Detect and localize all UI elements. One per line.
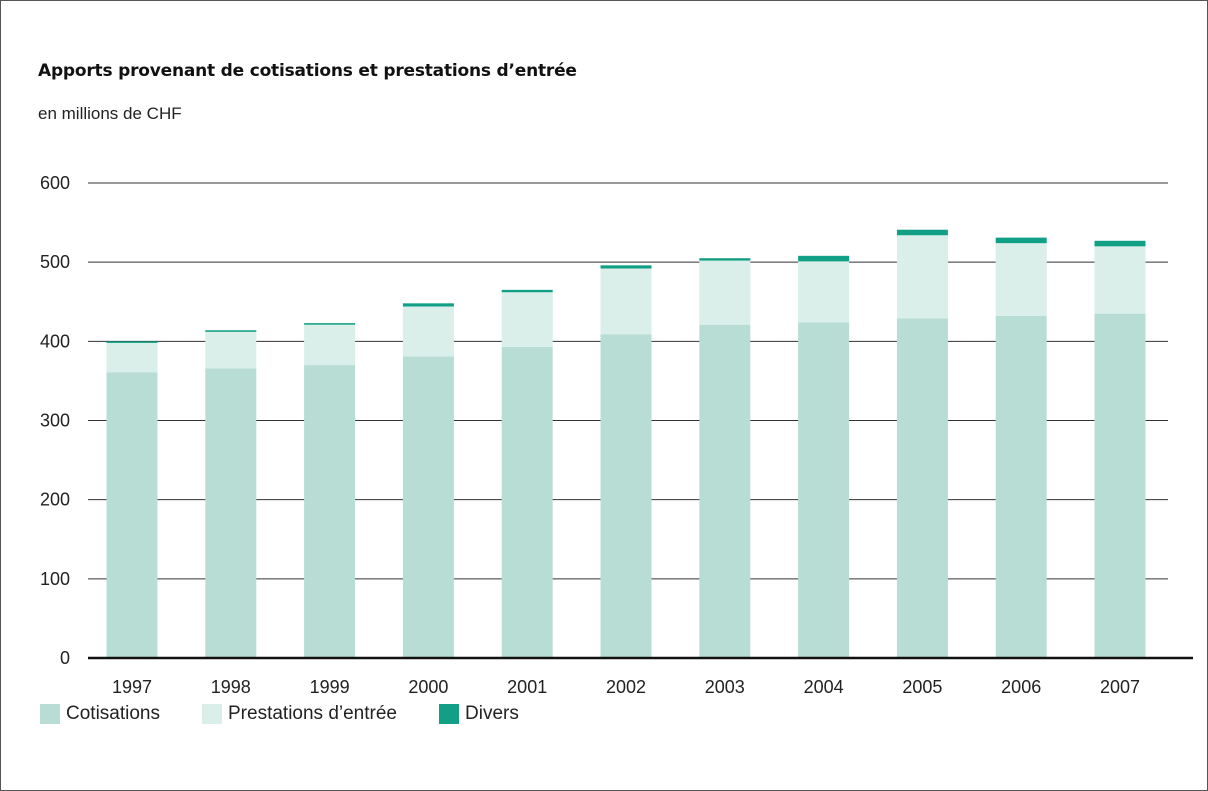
x-tick-label: 2006 bbox=[1001, 677, 1041, 697]
bar-divers-2003 bbox=[699, 258, 751, 261]
bar-divers-1997 bbox=[106, 341, 158, 343]
bar-divers-2004 bbox=[798, 255, 850, 262]
y-tick-label: 500 bbox=[40, 252, 70, 272]
bar-cotisations-2007 bbox=[1094, 313, 1146, 658]
bar-divers-2002 bbox=[600, 265, 652, 269]
y-tick-label: 300 bbox=[40, 411, 70, 431]
bar-prestations-2007 bbox=[1094, 246, 1146, 314]
chart-title: Apports provenant de cotisations et pres… bbox=[38, 61, 577, 81]
x-tick-label: 2001 bbox=[507, 677, 547, 697]
legend-item-cotisations: Cotisations bbox=[40, 703, 160, 725]
y-tick-label: 0 bbox=[60, 648, 70, 668]
bar-cotisations-1998 bbox=[205, 368, 257, 658]
bar-prestations-2005 bbox=[896, 235, 948, 319]
bar-divers-2005 bbox=[896, 229, 948, 236]
legend-swatch-prestations bbox=[202, 704, 222, 724]
legend: Cotisations Prestations d’entrée Divers bbox=[40, 702, 561, 726]
bar-cotisations-1999 bbox=[304, 365, 356, 658]
legend-label-cotisations: Cotisations bbox=[66, 703, 160, 724]
legend-item-divers: Divers bbox=[439, 703, 519, 725]
x-tick-label: 2007 bbox=[1100, 677, 1140, 697]
bar-divers-1998 bbox=[205, 330, 257, 332]
x-tick-label: 1997 bbox=[112, 677, 152, 697]
x-tick-label: 2005 bbox=[902, 677, 942, 697]
bar-prestations-1998 bbox=[205, 331, 257, 369]
x-tick-label: 1999 bbox=[310, 677, 350, 697]
legend-swatch-divers bbox=[439, 704, 459, 724]
legend-label-prestations: Prestations d’entrée bbox=[228, 703, 397, 724]
bar-cotisations-2006 bbox=[995, 316, 1047, 658]
x-tick-label: 2000 bbox=[408, 677, 448, 697]
bar-prestations-2003 bbox=[699, 260, 751, 325]
bar-prestations-2006 bbox=[995, 243, 1047, 316]
x-tick-label: 2003 bbox=[705, 677, 745, 697]
bar-cotisations-2002 bbox=[600, 334, 652, 658]
legend-label-divers: Divers bbox=[465, 703, 519, 724]
y-tick-label: 400 bbox=[40, 331, 70, 351]
bar-divers-2000 bbox=[402, 303, 454, 307]
bar-prestations-1997 bbox=[106, 342, 158, 373]
x-tick-label: 2002 bbox=[606, 677, 646, 697]
legend-swatch-cotisations bbox=[40, 704, 60, 724]
bar-prestations-2004 bbox=[798, 261, 850, 323]
bar-divers-2001 bbox=[501, 289, 553, 293]
legend-item-prestations: Prestations d’entrée bbox=[202, 703, 397, 725]
y-tick-label: 600 bbox=[40, 173, 70, 193]
bar-cotisations-1997 bbox=[106, 372, 158, 658]
bar-divers-2006 bbox=[995, 237, 1047, 244]
x-tick-label: 1998 bbox=[211, 677, 251, 697]
bar-prestations-2002 bbox=[600, 268, 652, 335]
bar-divers-2007 bbox=[1094, 240, 1146, 247]
bar-cotisations-2005 bbox=[896, 318, 948, 658]
bar-cotisations-2004 bbox=[798, 322, 850, 658]
bar-prestations-2000 bbox=[402, 306, 454, 357]
bar-cotisations-2003 bbox=[699, 324, 751, 658]
bar-divers-1999 bbox=[304, 323, 356, 325]
bar-prestations-1999 bbox=[304, 324, 356, 366]
bar-cotisations-2001 bbox=[501, 346, 553, 658]
x-tick-label: 2004 bbox=[804, 677, 844, 697]
y-tick-label: 100 bbox=[40, 569, 70, 589]
chart-subtitle: en millions de CHF bbox=[38, 104, 182, 123]
bar-prestations-2001 bbox=[501, 292, 553, 347]
y-tick-label: 200 bbox=[40, 490, 70, 510]
bar-cotisations-2000 bbox=[402, 356, 454, 658]
